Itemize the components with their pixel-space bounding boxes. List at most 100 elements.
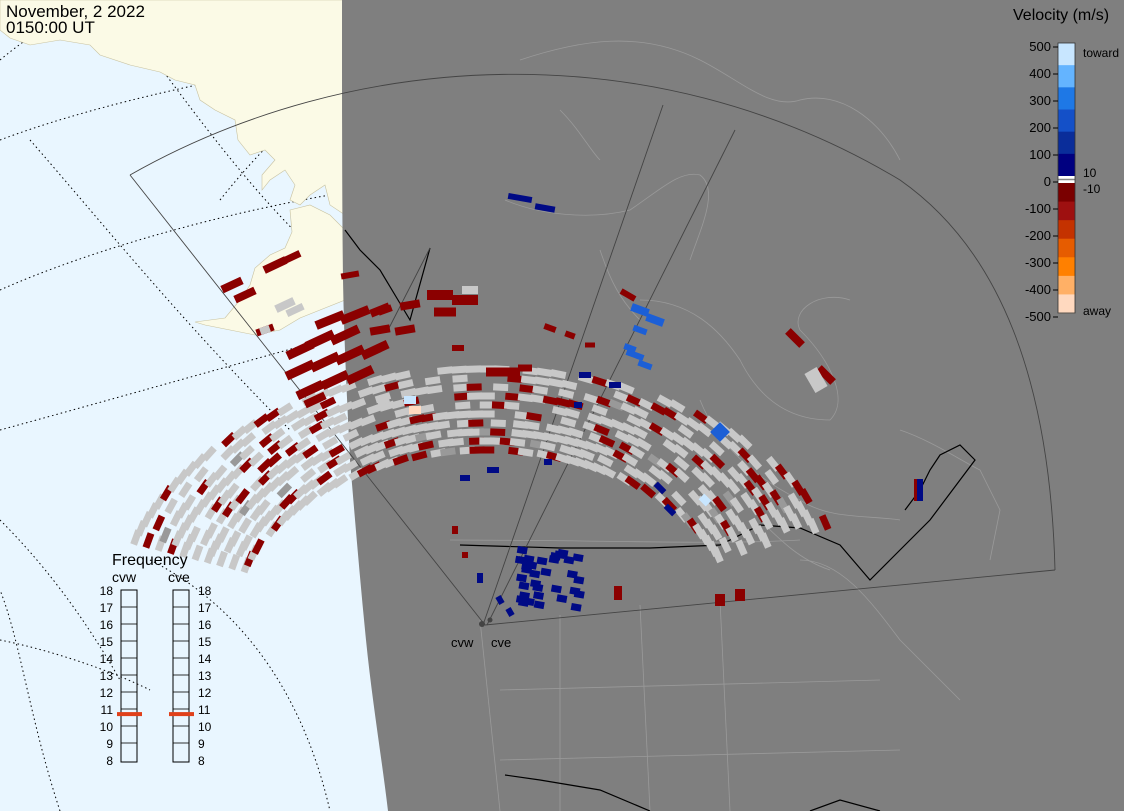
legend-color-band — [1058, 65, 1075, 88]
scatter-cell — [789, 513, 803, 530]
legend-tick-label: 0 — [1044, 174, 1051, 189]
scatter-cell — [516, 573, 528, 583]
scatter-cell — [656, 394, 674, 408]
legend-color-band — [1058, 131, 1075, 155]
frequency-title: Frequency — [112, 552, 188, 569]
scatter-cell — [228, 553, 241, 571]
scatter-cell — [536, 556, 548, 566]
legend-tick-label: 100 — [1029, 147, 1051, 162]
scatter-cell — [556, 594, 568, 603]
scatter-cell — [345, 365, 375, 385]
scatter-cell — [573, 575, 585, 585]
scatter-cell — [630, 303, 650, 317]
scatter-cell — [599, 465, 617, 479]
scatter-cell — [653, 481, 667, 495]
scatter-cell — [711, 546, 724, 564]
scatter-cell — [735, 539, 748, 557]
coastlines — [449, 40, 1001, 811]
legend-title: Velocity (m/s) — [1013, 7, 1109, 24]
scatter-cell — [507, 192, 533, 204]
radar-sites: cvw cve — [451, 617, 511, 650]
scatter-cell — [503, 401, 520, 410]
legend-color-bar — [1057, 42, 1076, 314]
scatter-cell — [699, 472, 715, 488]
scatter-cell — [462, 552, 468, 558]
scatter-cell — [593, 423, 610, 437]
scatter-cell — [735, 589, 745, 601]
scatter-cell — [337, 401, 355, 414]
scatter-cell — [400, 387, 417, 398]
scatter-cell — [591, 375, 608, 388]
scatter-cell — [152, 514, 166, 532]
scatter-cell — [302, 490, 318, 506]
scatter-cell — [525, 412, 542, 422]
frequency-tick-left: 13 — [100, 669, 114, 683]
scatter-cell — [543, 323, 557, 333]
scatter-cell — [394, 324, 416, 336]
scatter-cell — [625, 349, 645, 361]
scatter-cell — [349, 397, 367, 410]
scatter-cell — [440, 447, 456, 457]
scatter-cell — [178, 481, 193, 498]
scatter-cell — [583, 393, 600, 405]
scatter-cell — [698, 493, 712, 507]
scatter-cell — [516, 545, 528, 555]
scatter-cell — [390, 398, 408, 410]
scatter-cell — [554, 550, 566, 560]
legend-color-band — [1058, 153, 1075, 177]
scatter-cell — [392, 454, 409, 466]
scatter-cell — [411, 450, 428, 462]
frequency-tick-left: 14 — [100, 652, 114, 666]
scatter-cell — [479, 401, 495, 409]
frequency-scales: 18 18 17 17 16 16 15 15 14 14 13 13 12 12 11 11 10 10 9 9 8 8 — [100, 584, 212, 768]
scatter-cell — [806, 517, 820, 535]
scatter-cell — [609, 382, 621, 388]
scatter-cell — [334, 344, 366, 366]
scatter-cell — [547, 377, 564, 388]
scatter-cell — [201, 445, 217, 462]
scatter-cell — [532, 583, 544, 592]
scatter-cell — [455, 401, 471, 410]
scatter-cell — [328, 443, 346, 458]
scatter-cell — [519, 384, 535, 394]
legend-neg-threshold: -10 — [1083, 182, 1101, 196]
scatter-cell — [561, 379, 578, 391]
scatter-cell — [672, 443, 689, 459]
scatter-cell — [640, 472, 657, 487]
scatter-cell — [637, 359, 653, 371]
scatter-cell — [188, 525, 201, 543]
scatter-cell — [645, 313, 665, 327]
scatter-cell — [409, 406, 421, 414]
scatter-cell — [276, 402, 294, 417]
scatter-cell — [307, 400, 325, 414]
scatter-cell — [444, 410, 460, 420]
scatter-cell — [404, 396, 416, 404]
scatter-cell — [696, 422, 713, 438]
scatter-cell — [164, 497, 178, 515]
frequency-tick-right: 10 — [198, 720, 212, 734]
cvw-frequency-marker — [117, 712, 142, 717]
scatter-cell — [746, 454, 763, 471]
scatter-cell — [316, 470, 333, 486]
legend-frame — [1057, 42, 1076, 314]
frequency-tick-left: 9 — [106, 737, 113, 751]
velocity-color-legend: Velocity (m/s) 500 400 300 200 100 0 -100 -200 -… — [1013, 7, 1119, 324]
scatter-cell — [640, 483, 657, 499]
scatter-cell — [159, 526, 172, 544]
scatter-cell — [785, 328, 805, 348]
scatter-cell — [370, 383, 388, 395]
scatter-cell — [342, 428, 360, 442]
scatter-cell — [434, 307, 456, 317]
scatter-cell — [375, 394, 391, 406]
scatter-cell — [224, 482, 240, 499]
scatter-cell — [216, 550, 228, 568]
scatter-cell — [677, 424, 695, 439]
frequency-tick-left: 15 — [100, 635, 114, 649]
scatter-cell — [518, 581, 530, 591]
scatter-cell — [425, 430, 442, 441]
scatter-cell — [799, 487, 813, 505]
frequency-tick-right: 9 — [198, 737, 205, 751]
scatter-cell — [708, 441, 725, 457]
legend-color-band — [1058, 220, 1075, 240]
scatter-cell — [269, 427, 286, 443]
